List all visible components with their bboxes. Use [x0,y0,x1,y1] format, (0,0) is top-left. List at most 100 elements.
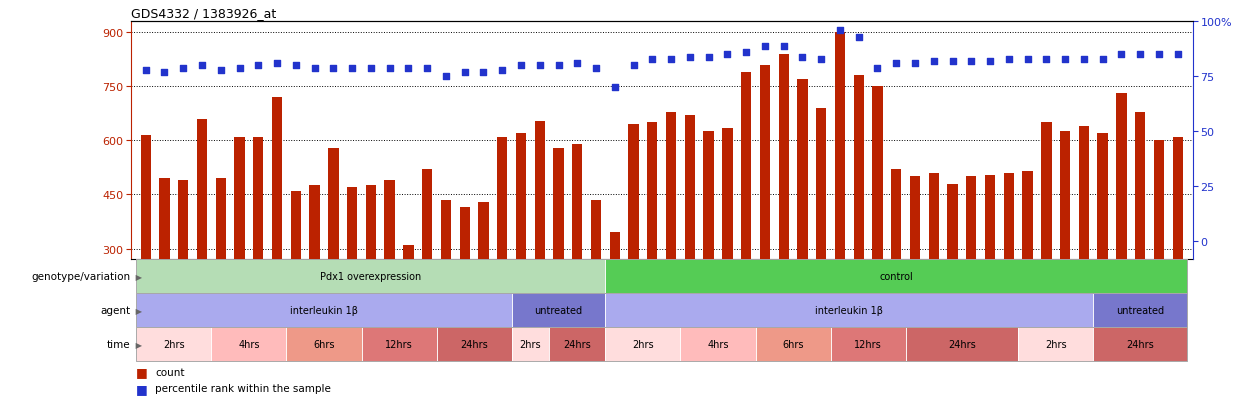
Text: agent: agent [100,306,131,316]
Text: interleukin 1β: interleukin 1β [290,306,359,316]
Text: genotype/variation: genotype/variation [31,272,131,282]
Bar [797,80,808,357]
Point [1074,56,1094,63]
Text: ▶: ▶ [133,306,142,315]
Point [361,65,381,72]
Point [998,56,1018,63]
Bar [385,180,395,357]
Bar [947,184,957,357]
Bar [891,170,901,357]
Point [698,54,718,61]
Bar [685,116,695,357]
Bar [1022,172,1033,357]
Point [549,63,569,69]
Point [154,69,174,76]
Bar [966,177,976,357]
Point [961,59,981,65]
Bar [290,191,301,357]
Text: 4hrs: 4hrs [707,339,728,349]
Bar [591,200,601,357]
Bar [347,188,357,357]
Point [773,43,793,50]
Bar [215,179,225,357]
Point [1130,52,1150,59]
Point [342,65,362,72]
Point [849,34,869,41]
Bar [197,119,207,357]
Point [1112,52,1132,59]
Point [268,61,288,67]
Bar [778,55,789,357]
Bar [1098,134,1108,357]
Bar [854,76,864,357]
Point [192,63,212,69]
Text: 2hrs: 2hrs [1045,339,1067,349]
Text: time: time [107,339,131,349]
Bar [1041,123,1052,357]
Point [830,28,850,34]
Bar [929,173,939,357]
Point [173,65,193,72]
Bar [835,33,845,357]
Point [905,61,925,67]
Bar [703,132,713,357]
Point [398,65,418,72]
Text: untreated: untreated [1116,306,1164,316]
Point [473,69,493,76]
Point [210,67,230,74]
Bar [459,208,469,357]
Point [754,43,774,50]
Text: 12hrs: 12hrs [854,339,881,349]
Bar [178,180,188,357]
Text: 24hrs: 24hrs [1127,339,1154,349]
Text: 4hrs: 4hrs [238,339,260,349]
Bar [873,87,883,357]
Bar [271,98,283,357]
Point [1149,52,1169,59]
Bar [497,138,508,357]
Point [624,63,644,69]
Text: count: count [156,367,184,377]
Text: 2hrs: 2hrs [632,339,654,349]
Bar [1154,141,1164,357]
Bar [759,66,771,357]
Text: 2hrs: 2hrs [519,339,542,349]
Bar [329,148,339,357]
Text: Pdx1 overexpression: Pdx1 overexpression [320,272,422,282]
Text: percentile rank within the sample: percentile rank within the sample [156,383,331,393]
Text: ■: ■ [137,382,148,395]
Point [586,65,606,72]
Bar [815,109,827,357]
Point [1093,56,1113,63]
Point [980,59,1000,65]
Text: control: control [879,272,913,282]
Bar [610,233,620,357]
Text: ▶: ▶ [133,272,142,281]
Point [642,56,662,63]
Bar [666,112,676,357]
Bar [234,138,245,357]
Bar [1117,94,1127,357]
Bar [478,202,488,357]
Point [305,65,325,72]
Point [380,65,400,72]
Text: 12hrs: 12hrs [385,339,413,349]
Point [324,65,344,72]
Point [886,61,906,67]
Point [680,54,700,61]
Point [286,63,306,69]
Point [868,65,888,72]
Bar [422,170,432,357]
Text: 6hrs: 6hrs [314,339,335,349]
Point [924,59,944,65]
Point [717,52,737,59]
Bar [441,200,451,357]
Point [136,67,156,74]
Bar [910,177,920,357]
Bar [1135,112,1145,357]
Point [942,59,962,65]
Bar [515,134,527,357]
Text: GDS4332 / 1383926_at: GDS4332 / 1383926_at [131,7,276,20]
Point [568,61,588,67]
Point [530,63,550,69]
